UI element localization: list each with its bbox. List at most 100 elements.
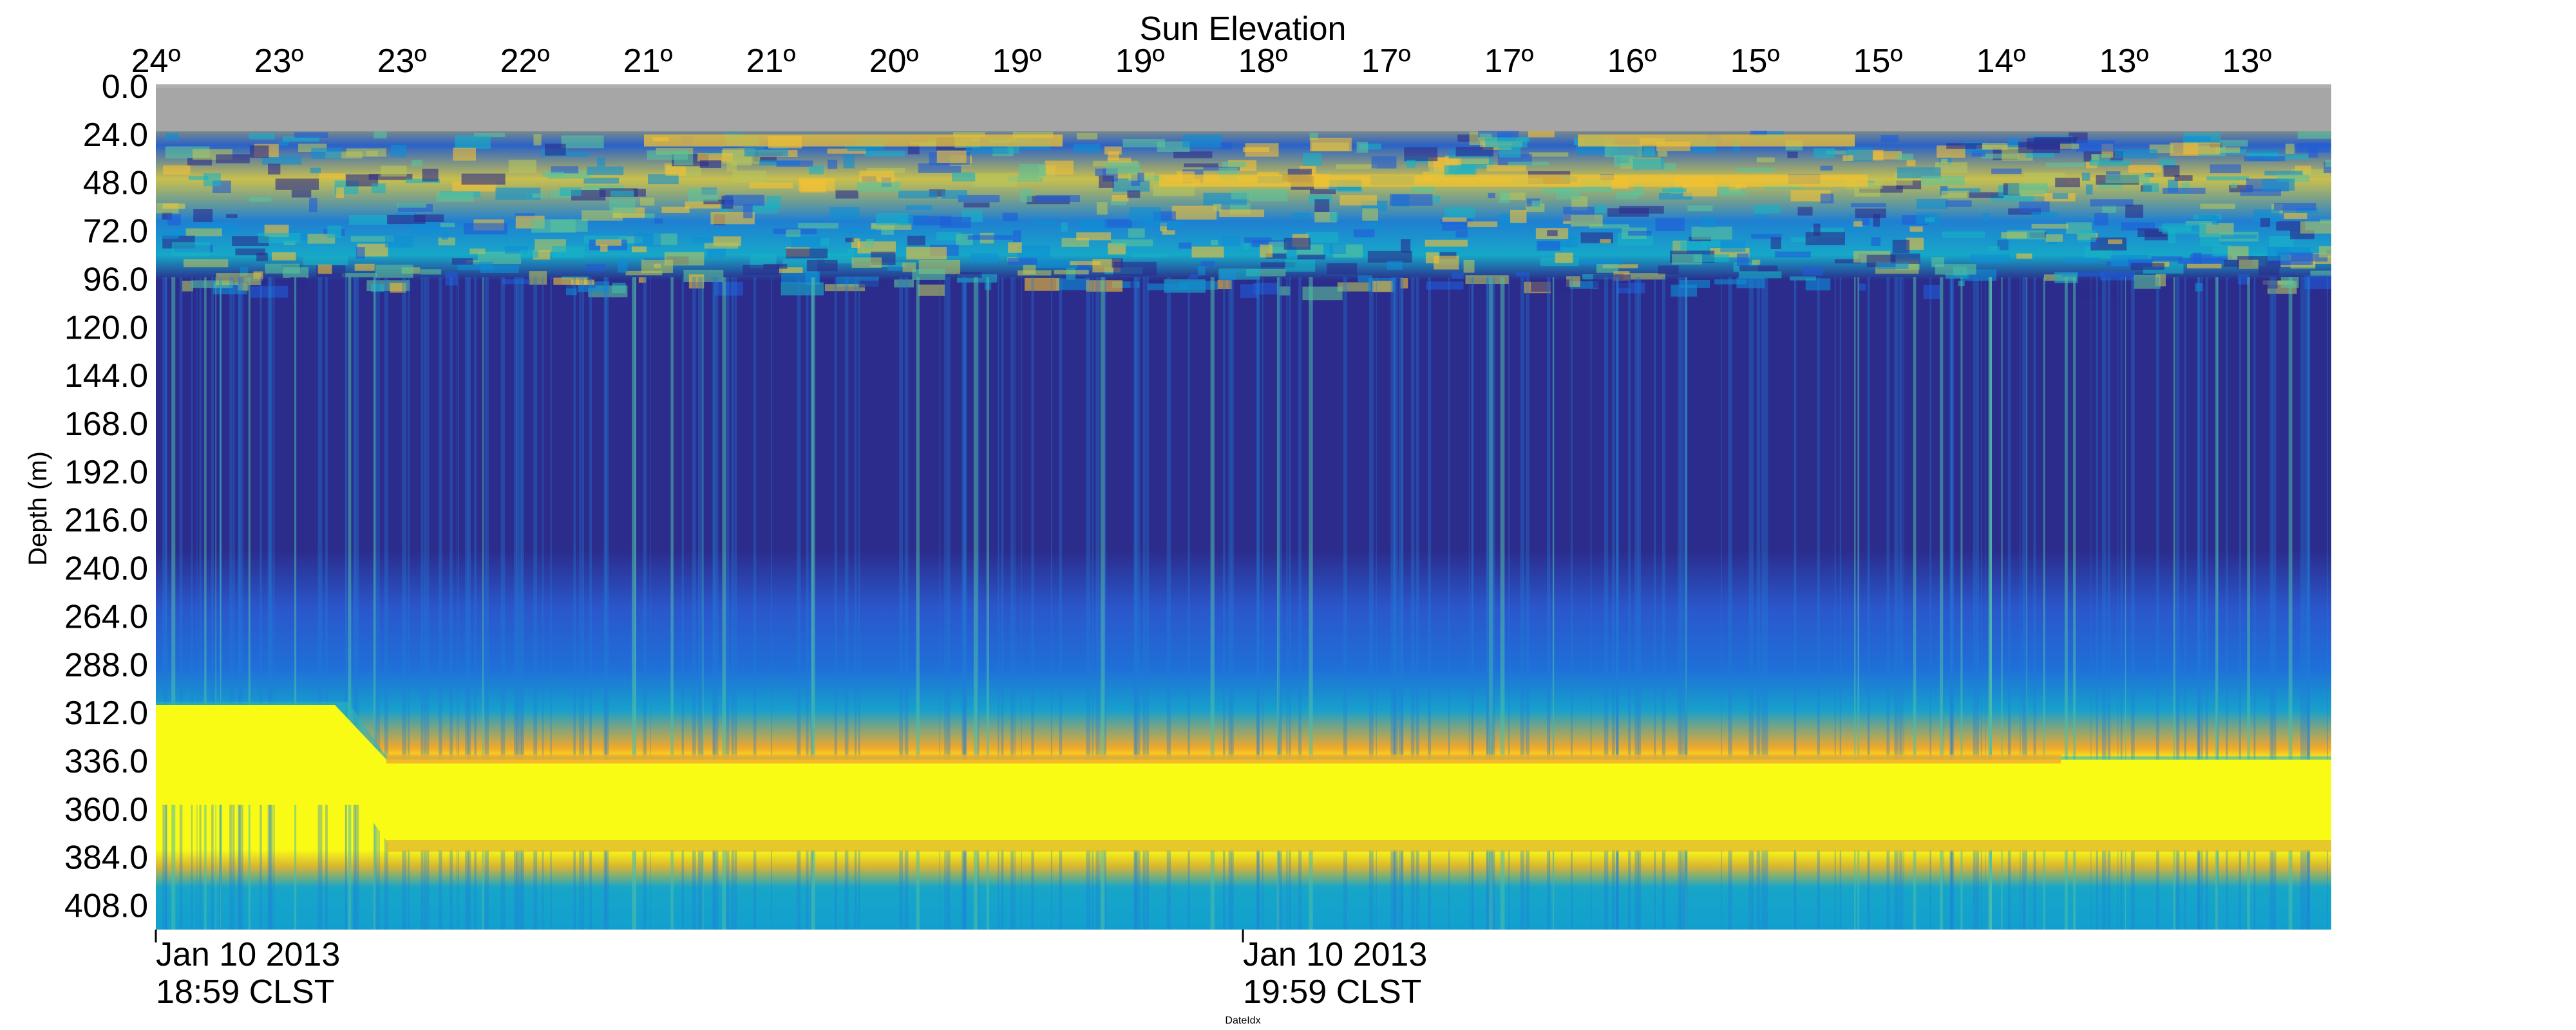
surface-layer-cell [2260,218,2271,227]
surface-layer-cell [1628,230,1652,236]
surface-layer-cell [1970,254,2010,263]
noise-stripe [946,277,951,930]
surface-layer-cell [1122,138,1165,147]
surface-layer-cell [2001,232,2027,239]
surface-layer-cell [480,265,519,273]
depth-tick-label: 408.0 [64,888,148,925]
surface-layer-cell [1371,156,1397,169]
surface-layer-cell [1989,246,2000,252]
noise-stripe [2090,277,2092,930]
surface-layer-cell [1218,268,1260,280]
sun-elevation-title: Sun Elevation [1140,10,1347,48]
surface-layer-cell [1701,240,1721,247]
noise-stripe [643,277,647,930]
noise-stripe [731,277,735,930]
surface-layer-cell [857,241,896,254]
surface-layer-cell [2230,183,2237,189]
noise-stripe [1973,277,1976,930]
noise-stripe [513,277,518,930]
noise-stripe [1231,277,1234,930]
noise-stripe [1854,277,1856,930]
surface-layer-cell [1589,224,1629,229]
surface-layer-cell [1056,278,1090,290]
noise-stripe [2197,277,2200,930]
surface-layer-cell [191,280,233,288]
surface-layer-cell [829,207,860,220]
noise-stripe [354,277,359,930]
surface-layer-cell [317,264,332,274]
surface-layer-cell [1595,205,1606,213]
surface-layer-cell [2151,256,2183,261]
surface-layer-cell [1329,212,1338,221]
surface-layer-cell [251,285,289,298]
noise-stripe [1975,277,1979,930]
surface-layer-cell [1389,194,1433,206]
noise-stripe [439,277,442,930]
noise-stripe [542,277,544,930]
noise-stripe [1390,277,1395,930]
surface-layer-cell [1515,272,1530,277]
noise-stripe [229,277,232,930]
surface-layer-cell [1813,223,1821,236]
surface-layer-cell [661,207,690,213]
noise-stripe [408,277,410,930]
surface-layer-cell [1367,250,1412,263]
surface-layer-cell [1036,195,1080,203]
surface-layer-cell [453,147,477,161]
noise-stripe [1262,277,1264,930]
surface-layer-cell [2291,169,2330,176]
noise-stripe [1376,277,1377,930]
surface-layer-cell [953,132,985,137]
surface-layer-cell [2061,272,2106,277]
noise-stripe [1899,277,1903,930]
surface-layer-cell [1007,176,1043,182]
bottom-layer-edge [386,754,2061,763]
surface-layer-cell [258,232,301,243]
surface-layer-cell [1079,220,1107,230]
noise-stripe [468,277,471,930]
surface-layer-cell [1219,209,1265,217]
surface-layer-cell [422,169,439,182]
surface-layer-cell [828,160,838,169]
noise-stripe [605,277,609,930]
noise-stripe [1010,277,1014,930]
surface-layer-cell [1853,221,1863,227]
surface-layer-cell [843,154,855,169]
surface-layer-cell [1442,223,1468,231]
surface-layer-cell [1070,261,1101,266]
sun-elevation-tick-label: 13º [2222,42,2272,80]
surface-layer-cell [310,167,321,174]
surface-layer-cell [1467,221,1498,227]
noise-stripe [681,277,684,930]
surface-layer-cell [532,193,548,198]
surface-layer-cell [2183,142,2221,154]
noise-stripe [1059,277,1063,930]
surface-layer-cell [820,238,829,247]
surface-layer-cell [1940,158,1948,164]
noise-stripe [2131,277,2135,930]
depth-tick-label: 0.0 [102,68,148,106]
surface-layer-cell [1982,212,1990,221]
surface-layer-cell [2229,185,2253,192]
surface-layer-cell [781,272,819,284]
noise-stripe [211,277,214,930]
noise-stripe [715,277,719,930]
surface-layer-cell [262,155,302,165]
surface-layer-cell [639,198,655,206]
noise-stripe [2007,277,2011,930]
surface-layer-streak [1159,174,1868,187]
surface-layer-cell [551,166,579,174]
surface-layer-cell [907,236,925,246]
noise-stripe [373,277,376,930]
surface-layer-cell [390,283,406,293]
surface-layer-cell [1566,276,1580,287]
noise-stripe [1638,277,1642,930]
surface-layer-cell [654,218,663,224]
noise-stripe [2101,277,2107,930]
sun-elevation-tick-label: 15º [1730,42,1780,80]
surface-layer-cell [625,270,663,276]
surface-layer-cell [1890,253,1920,264]
noise-stripe [2201,277,2203,930]
surface-layer-cell [697,153,733,162]
surface-layer-cell [1940,188,1981,193]
